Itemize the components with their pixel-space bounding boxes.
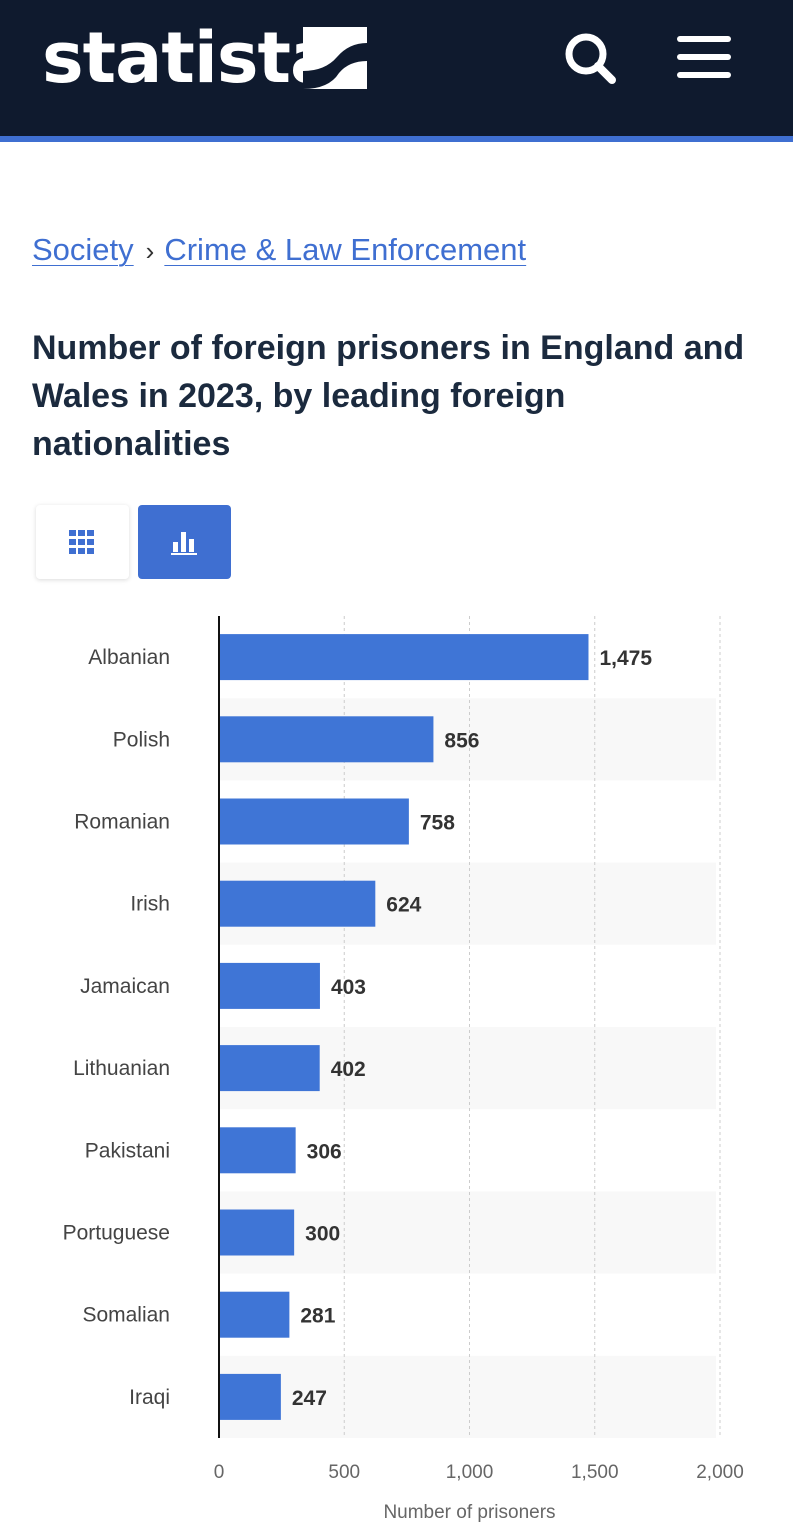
category-label: Lithuanian xyxy=(73,1057,170,1080)
bar xyxy=(219,798,409,845)
category-label: Jamaican xyxy=(80,975,170,998)
x-tick-label: 1,000 xyxy=(446,1462,494,1483)
bar xyxy=(219,1291,290,1338)
bar-chart: Albanian 1,475 Polish 856 Romanian 758 Irish 62… xyxy=(63,616,744,1523)
x-tick-label: 500 xyxy=(328,1462,360,1483)
breadcrumb-society-link[interactable]: Society xyxy=(32,232,134,267)
breadcrumb-crime-law-link[interactable]: Crime & Law Enforcement xyxy=(164,232,527,267)
breadcrumb: Society › Crime & Law Enforcement xyxy=(32,228,526,272)
category-label: Somalian xyxy=(82,1304,170,1327)
value-label: 758 xyxy=(420,812,455,835)
x-axis-title: Number of prisoners xyxy=(383,1502,555,1523)
value-label: 306 xyxy=(307,1140,342,1163)
category-label: Albanian xyxy=(88,646,170,669)
table-view-button[interactable] xyxy=(36,505,129,579)
grid-icon xyxy=(69,530,94,554)
category-label: Polish xyxy=(113,728,170,751)
value-label: 402 xyxy=(331,1058,366,1081)
chart-title: Number of foreign prisoners in England a… xyxy=(32,329,745,463)
statista-logo-mark-icon xyxy=(303,27,367,89)
bar xyxy=(219,634,589,681)
bar xyxy=(219,716,434,763)
x-tick-label: 1,500 xyxy=(571,1462,619,1483)
search-icon[interactable] xyxy=(560,28,620,88)
value-label: 624 xyxy=(386,894,421,917)
bar-chart-icon xyxy=(171,532,197,555)
bar xyxy=(219,1045,320,1092)
bar xyxy=(219,1209,295,1256)
bar xyxy=(219,962,320,1009)
category-label: Pakistani xyxy=(85,1139,170,1162)
row-band xyxy=(219,1355,716,1438)
value-label: 281 xyxy=(300,1305,335,1328)
value-label: 247 xyxy=(292,1387,327,1410)
bar xyxy=(219,1127,296,1174)
menu-icon[interactable] xyxy=(675,32,733,82)
category-label: Iraqi xyxy=(129,1386,170,1409)
bar xyxy=(219,1373,281,1420)
x-tick-label: 2,000 xyxy=(696,1462,744,1483)
value-label: 1,475 xyxy=(599,647,652,670)
statista-logo[interactable]: statista xyxy=(42,17,337,99)
breadcrumb-separator: › xyxy=(145,236,155,266)
row-band xyxy=(219,1191,716,1274)
category-label: Irish xyxy=(130,893,170,916)
category-label: Romanian xyxy=(74,811,170,834)
bar xyxy=(219,880,376,927)
value-label: 403 xyxy=(331,976,366,999)
site-header: statista xyxy=(0,0,793,142)
x-tick-label: 0 xyxy=(214,1462,225,1483)
chart-view-button[interactable] xyxy=(138,505,231,579)
value-label: 856 xyxy=(444,729,479,752)
category-label: Portuguese xyxy=(63,1222,170,1245)
value-label: 300 xyxy=(305,1223,340,1246)
